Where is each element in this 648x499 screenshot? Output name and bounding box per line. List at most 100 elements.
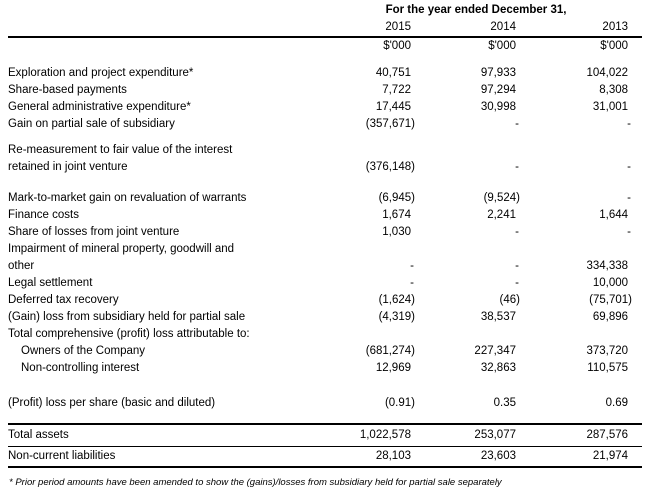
- units-column-header: $'000: [488, 40, 516, 52]
- value-cell: [425, 326, 530, 343]
- value-cell: -: [627, 161, 632, 173]
- value-cell: (75,701): [589, 294, 633, 306]
- row-label: (Profit) loss per share (basic and dilut…: [8, 397, 216, 409]
- value-cell: 97,294: [480, 84, 516, 96]
- year-column-header: 2015: [320, 19, 425, 38]
- value-cell: 10,000: [592, 277, 629, 289]
- table-title-row: For the year ended December 31,: [8, 2, 642, 19]
- spacer-row: [8, 176, 642, 190]
- value-cell: -: [410, 260, 414, 272]
- year-header-row: 2015 2014 2013: [8, 19, 643, 38]
- row-label: Non-controlling interest: [21, 362, 140, 374]
- value-cell: 104,022: [586, 67, 629, 79]
- table-row: retained in joint venture (376,148) - -: [8, 159, 642, 176]
- table-row: Share-based payments 7,722 97,294 8,308: [8, 82, 642, 99]
- row-label: Share-based payments: [8, 84, 127, 96]
- spacer-row: [8, 412, 642, 424]
- empty-header-cell: [8, 2, 320, 19]
- value-cell: 1,030: [382, 226, 411, 238]
- value-cell: -: [515, 226, 519, 238]
- value-cell: 8,308: [599, 84, 629, 96]
- value-cell: 1,022,578: [320, 423, 425, 447]
- value-cell: (681,274): [365, 345, 415, 357]
- value-cell: (357,671): [365, 118, 415, 130]
- value-cell: (4,319): [378, 311, 415, 323]
- table-title: For the year ended December 31,: [385, 4, 567, 16]
- value-cell: 253,077: [425, 423, 530, 447]
- row-label: retained in joint venture: [8, 161, 128, 173]
- table-row: (Gain) loss from subsidiary held for par…: [8, 309, 642, 326]
- value-cell: 28,103: [320, 446, 425, 468]
- table-body: Exploration and project expenditure* 40,7…: [8, 55, 642, 424]
- spacer-row: [8, 55, 642, 65]
- table-row: Impairment of mineral property, goodwill…: [8, 241, 642, 258]
- table-row: Deferred tax recovery (1,624) (46) (75,701): [8, 292, 642, 309]
- row-label: Total comprehensive (profit) loss attrib…: [8, 328, 250, 340]
- value-cell: (1,624): [378, 294, 415, 306]
- summary-row: Non-current liabilities 28,103 23,603 21,97…: [8, 446, 643, 468]
- value-cell: 32,863: [480, 362, 516, 374]
- value-cell: 17,445: [375, 101, 411, 113]
- empty-header-cell: [8, 37, 320, 55]
- value-cell: 23,603: [425, 446, 530, 468]
- row-label: Deferred tax recovery: [8, 294, 119, 306]
- table-row: Share of losses from joint venture 1,030 -…: [8, 224, 642, 241]
- value-cell: 2,241: [487, 209, 516, 221]
- row-label: Impairment of mineral property, goodwill…: [8, 243, 235, 255]
- row-label: General administrative expenditure*: [8, 101, 191, 113]
- row-label: Non-current liabilities: [8, 446, 320, 468]
- value-cell: -: [627, 226, 632, 238]
- value-cell: (6,945): [378, 192, 415, 204]
- value-cell: 0.69: [605, 397, 629, 409]
- value-cell: -: [627, 192, 632, 204]
- value-cell: [320, 142, 425, 159]
- value-cell: -: [410, 277, 414, 289]
- value-cell: 30,998: [480, 101, 516, 113]
- value-cell: 38,537: [480, 311, 516, 323]
- value-cell: [530, 142, 642, 159]
- table-row: Exploration and project expenditure* 40,7…: [8, 65, 642, 82]
- spacer-cell: [8, 133, 642, 142]
- table-row: Mark-to-market gain on revaluation of wa…: [8, 190, 642, 207]
- value-cell: 1,674: [382, 209, 411, 221]
- spacer-cell: [8, 412, 642, 424]
- table-row: General administrative expenditure* 17,44…: [8, 99, 642, 116]
- value-cell: 69,896: [592, 311, 629, 323]
- value-cell: 334,338: [586, 260, 629, 272]
- row-label: Share of losses from joint venture: [8, 226, 180, 238]
- value-cell: [425, 142, 530, 159]
- spacer-cell: [8, 176, 642, 190]
- table-summary: Total assets 1,022,578 253,077 287,576 Non-c…: [8, 423, 643, 468]
- table-row: Gain on partial sale of subsidiary (357,6…: [8, 116, 642, 133]
- value-cell: 31,001: [592, 101, 629, 113]
- table-row: other - - 334,338: [8, 258, 642, 275]
- value-cell: 1,644: [599, 209, 629, 221]
- value-cell: 12,969: [375, 362, 411, 374]
- value-cell: (0.91): [384, 397, 415, 409]
- spacer-cell: [8, 377, 642, 395]
- value-cell: [320, 241, 425, 258]
- footnote: * Prior period amounts have been amended…: [9, 477, 502, 488]
- value-cell: (376,148): [365, 161, 415, 173]
- value-cell: [320, 326, 425, 343]
- units-column-header: $'000: [383, 40, 411, 52]
- financial-statements-table: For the year ended December 31, 2015 201…: [8, 2, 643, 468]
- row-label: Gain on partial sale of subsidiary: [8, 118, 175, 130]
- table-row: Re-measurement to fair value of the inte…: [8, 142, 642, 159]
- value-cell: 97,933: [480, 67, 516, 79]
- table-row: Legal settlement - - 10,000: [8, 275, 642, 292]
- table-row: (Profit) loss per share (basic and dilut…: [8, 395, 642, 412]
- row-label: Re-measurement to fair value of the inte…: [8, 144, 233, 156]
- units-header-row: $'000 $'000 $'000: [8, 37, 642, 55]
- table-row: Total comprehensive (profit) loss attrib…: [8, 326, 642, 343]
- empty-header-cell: [8, 19, 320, 38]
- value-cell: -: [515, 161, 519, 173]
- value-cell: 110,575: [587, 362, 629, 374]
- row-label: Owners of the Company: [21, 345, 146, 357]
- value-cell: 21,974: [530, 446, 643, 468]
- spacer-row: [8, 133, 642, 142]
- value-cell: [530, 326, 642, 343]
- units-column-header: $'000: [600, 40, 629, 52]
- value-cell: 7,722: [382, 84, 411, 96]
- value-cell: 373,720: [586, 345, 629, 357]
